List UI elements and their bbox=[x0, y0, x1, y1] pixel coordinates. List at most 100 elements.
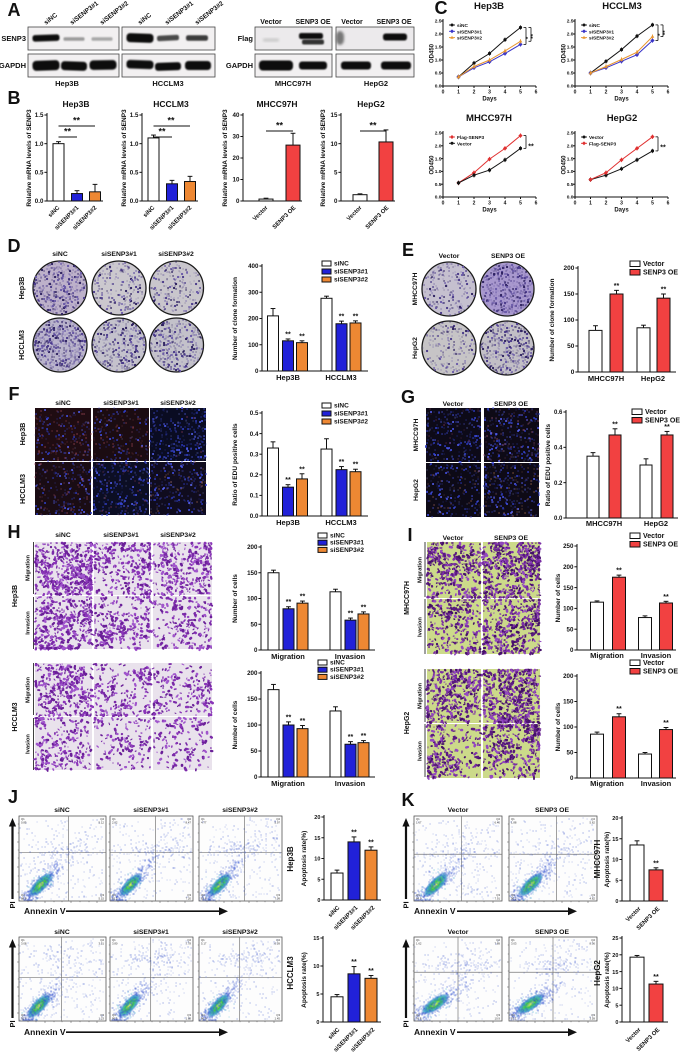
svg-text:150: 150 bbox=[563, 585, 574, 592]
svg-text:Number of cells: Number of cells bbox=[555, 573, 562, 622]
svg-text:400: 400 bbox=[248, 263, 259, 270]
svg-text:6: 6 bbox=[535, 90, 538, 96]
svg-text:0.0: 0.0 bbox=[250, 513, 259, 520]
svg-text:1: 1 bbox=[457, 201, 460, 207]
svg-text:150: 150 bbox=[564, 291, 575, 298]
svg-text:Q4: Q4 bbox=[511, 893, 515, 897]
svg-text:6.59: 6.59 bbox=[275, 942, 281, 946]
svg-text:Q2: Q2 bbox=[187, 938, 191, 942]
svg-text:Invasion: Invasion bbox=[641, 651, 672, 660]
svg-text:siSENP3#1: siSENP3#1 bbox=[334, 411, 368, 418]
svg-text:1.0: 1.0 bbox=[567, 58, 574, 64]
svg-text:**: ** bbox=[286, 599, 292, 606]
svg-text:siSENP3#1: siSENP3#1 bbox=[330, 540, 364, 547]
svg-text:**: ** bbox=[286, 714, 292, 721]
svg-text:3.08: 3.08 bbox=[21, 942, 27, 946]
svg-text:0.2: 0.2 bbox=[554, 481, 563, 487]
svg-text:siSENP3#1: siSENP3#1 bbox=[457, 29, 482, 35]
svg-text:**: ** bbox=[368, 968, 374, 975]
svg-text:Ivasion: Ivasion bbox=[418, 617, 424, 637]
svg-text:5: 5 bbox=[316, 992, 319, 998]
svg-text:Invasion: Invasion bbox=[335, 652, 366, 661]
svg-text:1.88: 1.88 bbox=[511, 821, 517, 825]
svg-text:J: J bbox=[8, 787, 18, 807]
svg-text:**: ** bbox=[351, 829, 357, 836]
svg-text:siSENP3#1: siSENP3#1 bbox=[133, 807, 169, 814]
svg-text:4.62: 4.62 bbox=[590, 897, 596, 901]
svg-text:15: 15 bbox=[612, 970, 618, 976]
svg-text:siSENP3#1: siSENP3#1 bbox=[103, 400, 139, 407]
svg-text:**: ** bbox=[361, 604, 367, 611]
svg-text:2: 2 bbox=[605, 90, 608, 96]
svg-text:**: ** bbox=[661, 287, 667, 294]
svg-text:siSENP3#1: siSENP3#1 bbox=[334, 269, 368, 276]
svg-text:5.15: 5.15 bbox=[99, 897, 105, 901]
svg-text:Q2: Q2 bbox=[100, 817, 104, 821]
svg-text:HepG2: HepG2 bbox=[607, 113, 638, 124]
svg-text:Q4: Q4 bbox=[201, 893, 205, 897]
svg-text:SENP3 OE: SENP3 OE bbox=[494, 535, 528, 542]
svg-text:10: 10 bbox=[233, 177, 240, 184]
svg-text:siSENP3#1: siSENP3#1 bbox=[589, 29, 614, 35]
svg-text:2: 2 bbox=[473, 201, 476, 207]
svg-text:2.5: 2.5 bbox=[567, 131, 574, 137]
svg-text:Migration: Migration bbox=[418, 683, 424, 710]
svg-text:**: ** bbox=[653, 860, 659, 867]
svg-text:Vector: Vector bbox=[643, 660, 665, 667]
svg-text:Relative mRNA levels of SENP3: Relative mRNA levels of SENP3 bbox=[121, 109, 128, 207]
svg-text:H: H bbox=[8, 522, 21, 542]
svg-text:Vector: Vector bbox=[260, 19, 282, 26]
svg-text:siSENP3#2: siSENP3#2 bbox=[222, 807, 258, 814]
svg-text:siSENP3#1: siSENP3#1 bbox=[101, 251, 137, 258]
svg-text:7.78: 7.78 bbox=[186, 942, 192, 946]
svg-text:0.5: 0.5 bbox=[567, 71, 574, 77]
svg-text:Days: Days bbox=[482, 208, 497, 214]
svg-text:3: 3 bbox=[488, 90, 491, 96]
svg-text:1.23: 1.23 bbox=[99, 1017, 105, 1021]
svg-text:SENP3: SENP3 bbox=[1, 34, 26, 43]
svg-text:1.5: 1.5 bbox=[567, 45, 574, 51]
svg-text:**: ** bbox=[73, 116, 81, 126]
svg-text:PI: PI bbox=[402, 901, 411, 908]
svg-text:**: ** bbox=[285, 331, 291, 338]
svg-text:150: 150 bbox=[247, 570, 258, 577]
svg-text:HepG2: HepG2 bbox=[412, 337, 419, 359]
svg-text:5: 5 bbox=[317, 877, 320, 883]
svg-text:**: ** bbox=[64, 127, 72, 137]
svg-text:200: 200 bbox=[247, 544, 258, 551]
svg-text:MHCC97H: MHCC97H bbox=[275, 79, 311, 88]
svg-text:siSENP3#2: siSENP3#2 bbox=[222, 929, 258, 936]
svg-text:20: 20 bbox=[314, 815, 320, 821]
svg-text:8.47: 8.47 bbox=[186, 821, 192, 825]
svg-text:Vector: Vector bbox=[341, 19, 363, 26]
svg-text:MHCC97H: MHCC97H bbox=[412, 272, 419, 305]
svg-text:250: 250 bbox=[563, 543, 574, 550]
svg-text:siNC: siNC bbox=[334, 261, 349, 268]
svg-text:Q3: Q3 bbox=[100, 1013, 104, 1017]
svg-text:HepG2: HepG2 bbox=[364, 79, 388, 88]
svg-text:2.02: 2.02 bbox=[112, 821, 118, 825]
svg-text:Q2: Q2 bbox=[591, 817, 595, 821]
svg-text:siSENP3#2: siSENP3#2 bbox=[330, 547, 364, 554]
svg-text:HCCLM3: HCCLM3 bbox=[17, 330, 26, 360]
svg-text:Hep3B: Hep3B bbox=[286, 846, 295, 872]
svg-text:HCCLM3: HCCLM3 bbox=[18, 474, 27, 504]
svg-text:5: 5 bbox=[519, 90, 522, 96]
svg-text:Q2: Q2 bbox=[591, 938, 595, 942]
svg-text:**: ** bbox=[339, 314, 345, 321]
svg-text:1.0: 1.0 bbox=[567, 169, 574, 175]
svg-text:SENP3 OE: SENP3 OE bbox=[643, 542, 678, 549]
svg-text:Migration: Migration bbox=[590, 651, 624, 660]
svg-text:**: ** bbox=[158, 127, 166, 137]
svg-text:MHCC97H: MHCC97H bbox=[586, 519, 622, 528]
svg-text:G: G bbox=[401, 387, 415, 407]
svg-text:10.9: 10.9 bbox=[495, 1017, 501, 1021]
svg-text:0: 0 bbox=[574, 201, 577, 207]
svg-text:0: 0 bbox=[254, 647, 258, 654]
svg-text:2.0: 2.0 bbox=[567, 32, 574, 38]
svg-text:100: 100 bbox=[248, 342, 259, 349]
svg-text:1.0: 1.0 bbox=[435, 58, 442, 64]
svg-text:2: 2 bbox=[473, 90, 476, 96]
svg-text:0: 0 bbox=[255, 368, 259, 375]
svg-text:15: 15 bbox=[313, 936, 319, 942]
